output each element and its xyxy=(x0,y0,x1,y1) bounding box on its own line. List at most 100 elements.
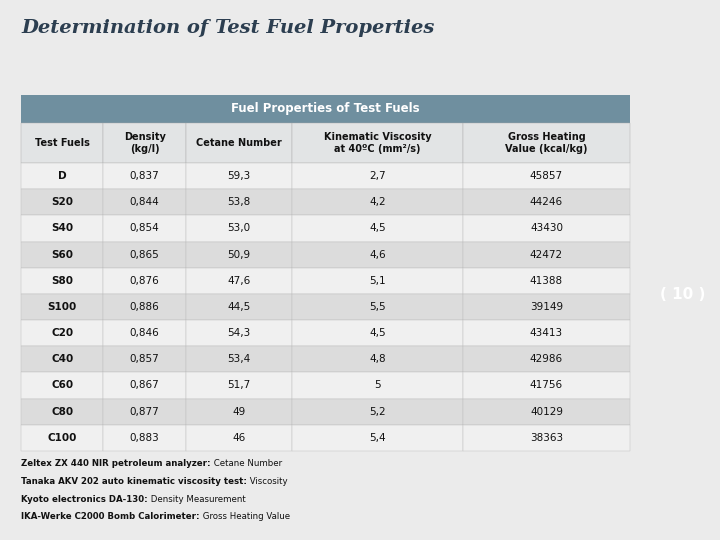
Text: C40: C40 xyxy=(51,354,73,364)
Text: Kyoto electronics DA-130:: Kyoto electronics DA-130: xyxy=(22,495,148,504)
Bar xyxy=(22,94,630,123)
Text: 4,5: 4,5 xyxy=(369,224,386,233)
Bar xyxy=(22,163,104,189)
Bar xyxy=(104,346,186,373)
Text: 50,9: 50,9 xyxy=(228,249,251,260)
Bar xyxy=(22,189,104,215)
Bar xyxy=(22,373,104,399)
Text: 0,846: 0,846 xyxy=(130,328,159,338)
Bar xyxy=(463,163,630,189)
Bar xyxy=(22,425,104,451)
Text: 0,877: 0,877 xyxy=(130,407,159,417)
Text: 4,6: 4,6 xyxy=(369,249,386,260)
Bar xyxy=(292,320,463,346)
Text: C80: C80 xyxy=(51,407,73,417)
Bar xyxy=(463,268,630,294)
Text: Kinematic Viscosity
at 40ºC (mm²/s): Kinematic Viscosity at 40ºC (mm²/s) xyxy=(324,132,431,154)
Bar xyxy=(292,268,463,294)
Bar xyxy=(104,373,186,399)
Bar xyxy=(186,320,292,346)
Text: S60: S60 xyxy=(51,249,73,260)
Bar xyxy=(292,163,463,189)
Text: 5,1: 5,1 xyxy=(369,276,386,286)
Bar xyxy=(292,373,463,399)
Text: C60: C60 xyxy=(51,381,73,390)
Text: 42472: 42472 xyxy=(530,249,563,260)
Text: 5,5: 5,5 xyxy=(369,302,386,312)
Bar xyxy=(104,241,186,268)
Text: 5,4: 5,4 xyxy=(369,433,386,443)
Text: 38363: 38363 xyxy=(530,433,563,443)
Bar xyxy=(292,399,463,425)
Text: 0,857: 0,857 xyxy=(130,354,159,364)
Bar xyxy=(292,215,463,241)
Bar xyxy=(104,320,186,346)
Text: Gross Heating
Value (kcal/kg): Gross Heating Value (kcal/kg) xyxy=(505,132,588,154)
Bar xyxy=(463,215,630,241)
Bar xyxy=(22,268,104,294)
Bar xyxy=(463,123,630,163)
Text: 51,7: 51,7 xyxy=(228,381,251,390)
Bar xyxy=(463,399,630,425)
Bar xyxy=(104,399,186,425)
Bar xyxy=(292,294,463,320)
Text: S100: S100 xyxy=(48,302,77,312)
Text: 0,837: 0,837 xyxy=(130,171,159,181)
Text: 40129: 40129 xyxy=(530,407,563,417)
Text: Gross Heating Value: Gross Heating Value xyxy=(199,512,290,522)
Bar xyxy=(186,215,292,241)
Bar xyxy=(463,294,630,320)
Bar xyxy=(22,294,104,320)
Text: 5: 5 xyxy=(374,381,381,390)
Text: 0,876: 0,876 xyxy=(130,276,159,286)
Bar xyxy=(292,189,463,215)
Bar xyxy=(104,215,186,241)
Text: Cetane Number: Cetane Number xyxy=(196,138,282,148)
Text: 45857: 45857 xyxy=(530,171,563,181)
Text: IKA-Werke C2000 Bomb Calorimeter:: IKA-Werke C2000 Bomb Calorimeter: xyxy=(22,512,199,522)
Bar xyxy=(186,294,292,320)
Text: D: D xyxy=(58,171,67,181)
Text: C100: C100 xyxy=(48,433,77,443)
Bar xyxy=(104,163,186,189)
Bar xyxy=(186,241,292,268)
Bar xyxy=(186,399,292,425)
Text: 5,2: 5,2 xyxy=(369,407,386,417)
Text: 0,867: 0,867 xyxy=(130,381,159,390)
Text: 49: 49 xyxy=(233,407,246,417)
Bar xyxy=(104,189,186,215)
Text: 53,8: 53,8 xyxy=(228,197,251,207)
Bar xyxy=(186,268,292,294)
Text: 54,3: 54,3 xyxy=(228,328,251,338)
Text: 2,7: 2,7 xyxy=(369,171,386,181)
Text: Determination of Test Fuel Properties: Determination of Test Fuel Properties xyxy=(22,19,435,37)
Bar xyxy=(104,425,186,451)
Bar xyxy=(104,268,186,294)
Bar xyxy=(463,346,630,373)
Text: 41756: 41756 xyxy=(530,381,563,390)
Text: Viscosity: Viscosity xyxy=(247,477,288,486)
Bar xyxy=(186,163,292,189)
Text: 4,2: 4,2 xyxy=(369,197,386,207)
Bar xyxy=(292,425,463,451)
Bar xyxy=(186,425,292,451)
Text: 42986: 42986 xyxy=(530,354,563,364)
Bar xyxy=(104,294,186,320)
Bar xyxy=(22,123,104,163)
Text: 43430: 43430 xyxy=(530,224,563,233)
Text: 53,0: 53,0 xyxy=(228,224,251,233)
Text: 44246: 44246 xyxy=(530,197,563,207)
Text: 59,3: 59,3 xyxy=(228,171,251,181)
Bar xyxy=(292,346,463,373)
Text: 43413: 43413 xyxy=(530,328,563,338)
Bar xyxy=(463,189,630,215)
Text: S40: S40 xyxy=(51,224,73,233)
Text: 0,886: 0,886 xyxy=(130,302,159,312)
Text: 0,854: 0,854 xyxy=(130,224,159,233)
Bar xyxy=(104,123,186,163)
Text: S20: S20 xyxy=(51,197,73,207)
Text: 4,8: 4,8 xyxy=(369,354,386,364)
Text: 0,883: 0,883 xyxy=(130,433,159,443)
Text: Tanaka AKV 202 auto kinematic viscosity test:: Tanaka AKV 202 auto kinematic viscosity … xyxy=(22,477,247,486)
Bar xyxy=(22,320,104,346)
